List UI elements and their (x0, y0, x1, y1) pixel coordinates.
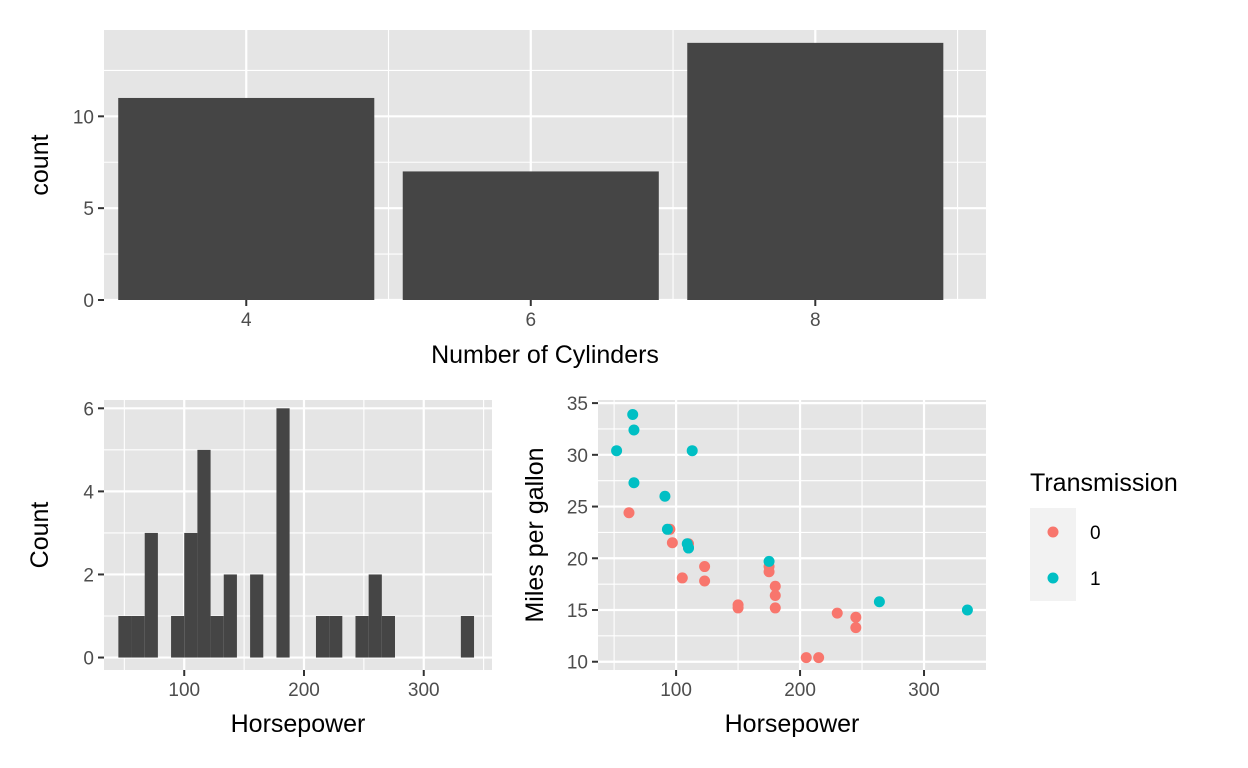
point-transmission-0 (769, 580, 781, 592)
point-transmission-0 (699, 561, 711, 573)
histogram-y-axis-title: Count (26, 502, 54, 569)
y-tick-label: 10 (73, 107, 94, 128)
x-tick-label: 300 (908, 680, 940, 701)
histogram-bin (144, 532, 158, 658)
legend-label-0: 0 (1090, 523, 1101, 544)
cylinders-bars (118, 42, 944, 300)
bar-cyl-8 (687, 42, 944, 300)
histogram-bin (118, 616, 132, 658)
y-tick-label: 4 (83, 482, 94, 503)
x-tick-label: 100 (168, 680, 200, 701)
point-transmission-0 (699, 575, 711, 587)
y-tick-label: 15 (567, 601, 588, 622)
point-transmission-0 (732, 602, 744, 614)
histogram-bin (368, 574, 382, 658)
scatter-panel-background (598, 400, 986, 670)
histogram-ticks: 100 200 300 0 2 4 6 (83, 399, 439, 701)
scatter-x-axis-title: Horsepower (725, 710, 860, 738)
scatter-y-axis-title: Miles per gallon (521, 447, 549, 622)
point-transmission-0 (769, 602, 781, 614)
legend-swatch-0 (1047, 526, 1059, 538)
point-transmission-0 (676, 572, 688, 584)
point-transmission-1 (961, 604, 973, 616)
histogram-bin (171, 616, 185, 658)
legend-label-1: 1 (1090, 569, 1101, 590)
point-transmission-1 (628, 477, 640, 489)
horsepower-histogram: 100 200 300 0 2 4 6 Horsepower Count (26, 399, 492, 738)
x-tick-label: 100 (660, 680, 692, 701)
point-transmission-1 (659, 490, 671, 502)
transmission-legend: Transmission 0 1 (1030, 469, 1178, 601)
point-transmission-1 (627, 408, 639, 420)
cylinders-y-axis-title: count (26, 134, 54, 195)
histogram-bin (210, 616, 224, 658)
histogram-bin (276, 408, 290, 658)
scatter-ticks: 100 200 300 10 15 20 25 30 35 (567, 394, 940, 701)
point-transmission-0 (850, 611, 862, 623)
point-transmission-0 (769, 590, 781, 602)
point-transmission-1 (873, 596, 885, 608)
histogram-x-axis-title: Horsepower (231, 710, 366, 738)
y-tick-label: 0 (83, 649, 94, 670)
x-tick-label: 300 (408, 680, 440, 701)
y-tick-label: 0 (83, 291, 94, 312)
cylinders-ticks: 4 6 8 0 5 10 (73, 107, 821, 331)
bar-cyl-6 (402, 171, 659, 300)
point-transmission-1 (763, 555, 775, 567)
point-transmission-1 (611, 445, 623, 457)
histogram-bin (329, 616, 343, 658)
histogram-bin (131, 616, 145, 658)
point-transmission-0 (831, 607, 843, 619)
y-tick-label: 10 (567, 653, 588, 674)
y-tick-label: 25 (567, 498, 588, 519)
y-tick-label: 30 (567, 446, 588, 467)
point-transmission-1 (686, 445, 698, 457)
y-tick-label: 35 (567, 394, 588, 415)
x-tick-label: 6 (525, 310, 536, 331)
legend-key-background (1030, 508, 1076, 601)
cylinders-chart: 4 6 8 0 5 10 Number of Cylinders count (26, 30, 986, 369)
legend-title: Transmission (1030, 469, 1178, 497)
x-tick-label: 200 (784, 680, 816, 701)
legend-swatch-1 (1047, 572, 1059, 584)
point-transmission-0 (813, 652, 825, 664)
histogram-bin (184, 532, 198, 658)
scatter-gridlines (598, 400, 986, 670)
histogram-panel-background (104, 400, 492, 670)
histogram-bin (197, 449, 211, 658)
y-tick-label: 6 (83, 399, 94, 420)
point-transmission-1 (682, 542, 694, 554)
point-transmission-1 (661, 523, 673, 535)
x-tick-label: 4 (241, 310, 252, 331)
histogram-bin (223, 574, 237, 658)
point-transmission-0 (850, 622, 862, 634)
y-tick-label: 20 (567, 549, 588, 570)
x-tick-label: 8 (810, 310, 821, 331)
y-tick-label: 2 (83, 565, 94, 586)
histogram-bin (250, 574, 264, 658)
histogram-bin (355, 616, 369, 658)
point-transmission-0 (666, 537, 678, 549)
mpg-scatter-chart: 100 200 300 10 15 20 25 30 35 Horsepower Miles p… (521, 394, 986, 738)
point-transmission-1 (628, 424, 640, 436)
histogram-bin (315, 616, 330, 658)
histogram-bin (381, 616, 395, 658)
bar-cyl-4 (118, 97, 375, 300)
histogram-bars (118, 408, 475, 658)
point-transmission-0 (800, 652, 812, 664)
point-transmission-0 (623, 507, 635, 519)
scatter-points (611, 408, 973, 664)
histogram-bin (460, 616, 475, 658)
cylinders-x-axis-title: Number of Cylinders (431, 341, 659, 369)
x-tick-label: 200 (288, 680, 320, 701)
y-tick-label: 5 (83, 199, 94, 220)
